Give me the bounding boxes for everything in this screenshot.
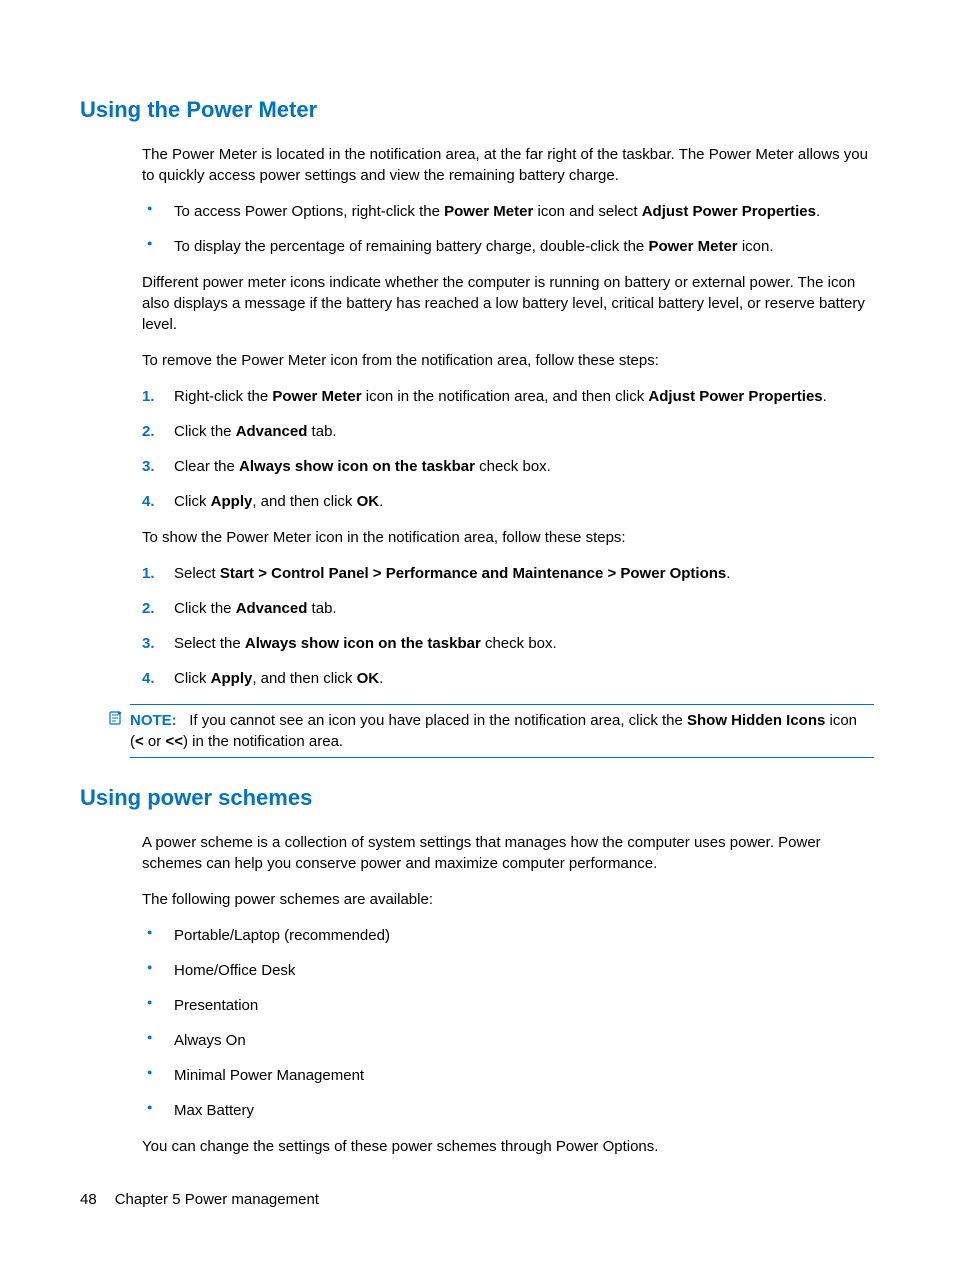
bullet-item: To display the percentage of remaining b… xyxy=(142,236,874,257)
page-footer: 48 Chapter 5 Power management xyxy=(80,1189,319,1210)
step-item: Click Apply, and then click OK. xyxy=(142,668,874,689)
note-icon xyxy=(108,710,124,732)
note-label: NOTE: xyxy=(130,712,177,729)
heading-power-schemes: Using power schemes xyxy=(80,783,874,814)
paragraph: Different power meter icons indicate whe… xyxy=(142,272,874,335)
step-item: Click the Advanced tab. xyxy=(142,421,874,442)
scheme-item: Portable/Laptop (recommended) xyxy=(142,925,874,946)
paragraph: To show the Power Meter icon in the noti… xyxy=(142,527,874,548)
section2-body: A power scheme is a collection of system… xyxy=(142,832,874,1157)
steps-remove: Right-click the Power Meter icon in the … xyxy=(142,386,874,512)
step-item: Click the Advanced tab. xyxy=(142,598,874,619)
step-item: Select the Always show icon on the taskb… xyxy=(142,633,874,654)
scheme-item: Always On xyxy=(142,1030,874,1051)
intro-paragraph: The Power Meter is located in the notifi… xyxy=(142,144,874,186)
note-box: NOTE: If you cannot see an icon you have… xyxy=(130,704,874,758)
paragraph: The following power schemes are availabl… xyxy=(142,889,874,910)
scheme-item: Home/Office Desk xyxy=(142,960,874,981)
paragraph: You can change the settings of these pow… xyxy=(142,1136,874,1157)
steps-show: Select Start > Control Panel > Performan… xyxy=(142,563,874,689)
step-item: Right-click the Power Meter icon in the … xyxy=(142,386,874,407)
bullet-list-access: To access Power Options, right-click the… xyxy=(142,201,874,257)
scheme-item: Minimal Power Management xyxy=(142,1065,874,1086)
scheme-item: Max Battery xyxy=(142,1100,874,1121)
paragraph: To remove the Power Meter icon from the … xyxy=(142,350,874,371)
scheme-item: Presentation xyxy=(142,995,874,1016)
section1-body: The Power Meter is located in the notifi… xyxy=(142,144,874,689)
bullet-item: To access Power Options, right-click the… xyxy=(142,201,874,222)
page-number: 48 xyxy=(80,1191,97,1208)
step-item: Select Start > Control Panel > Performan… xyxy=(142,563,874,584)
intro-paragraph: A power scheme is a collection of system… xyxy=(142,832,874,874)
scheme-list: Portable/Laptop (recommended) Home/Offic… xyxy=(142,925,874,1121)
step-item: Clear the Always show icon on the taskba… xyxy=(142,456,874,477)
heading-power-meter: Using the Power Meter xyxy=(80,95,874,126)
document-page: Using the Power Meter The Power Meter is… xyxy=(0,0,954,1270)
chapter-label: Chapter 5 Power management xyxy=(115,1191,319,1208)
step-item: Click Apply, and then click OK. xyxy=(142,491,874,512)
